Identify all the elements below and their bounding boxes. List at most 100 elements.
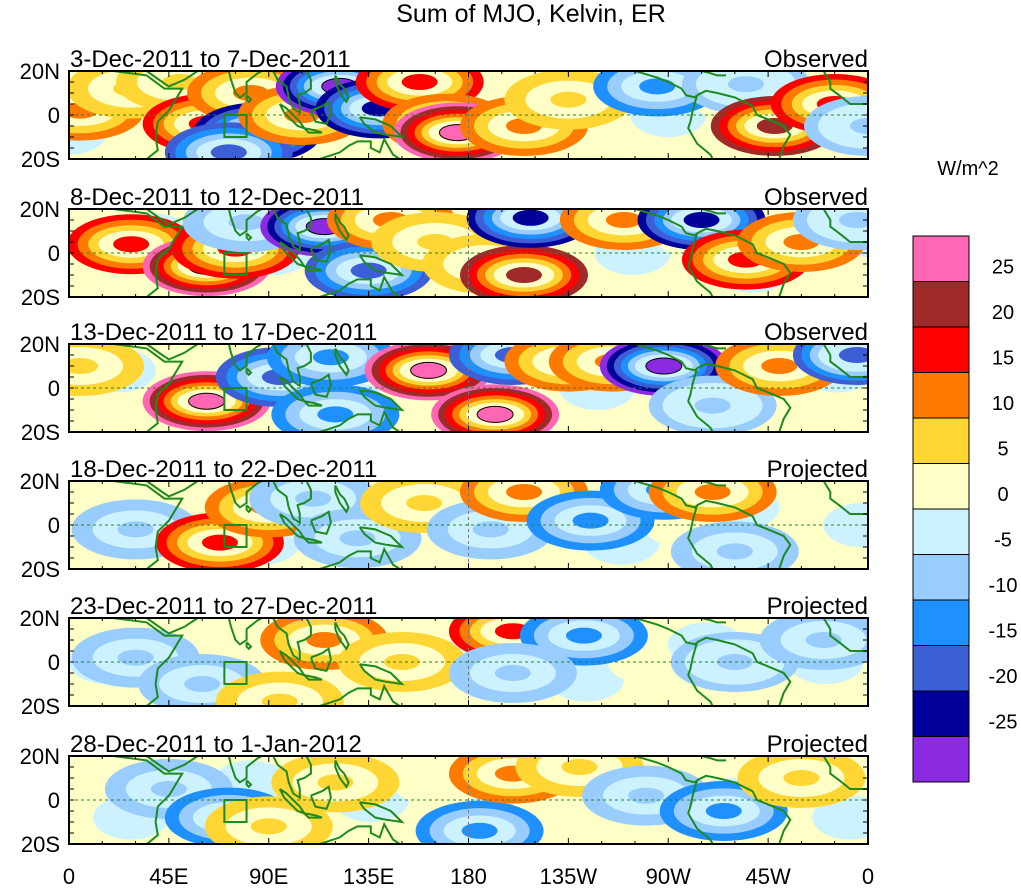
coastline: [701, 481, 726, 487]
lon-label: 0: [63, 864, 75, 889]
anomaly-core: [512, 209, 549, 226]
lat-label: 20N: [20, 606, 60, 631]
anomaly-core: [727, 76, 764, 93]
coastline: [245, 504, 253, 514]
colorbar-swatch: [912, 281, 970, 328]
colorbar-swatch: [912, 690, 970, 737]
coastline: [701, 756, 726, 762]
coastline: [309, 647, 332, 672]
anomaly-core: [505, 484, 542, 500]
coastline: [358, 526, 405, 549]
coastline: [358, 254, 405, 277]
anomaly-core: [406, 495, 443, 511]
coastline: [319, 136, 401, 159]
coastline: [696, 89, 792, 159]
coastline: [634, 618, 698, 646]
anomaly-core: [184, 676, 221, 692]
lat-label: 20N: [20, 332, 60, 357]
anomaly-core: [476, 405, 514, 423]
lat-label: 20N: [20, 469, 60, 494]
coastline: [146, 344, 199, 361]
colorbar-swatch: [912, 372, 970, 419]
colorbar-swatch: [912, 463, 970, 510]
colorbar-tick-label: -20: [989, 666, 1018, 688]
coastline: [822, 618, 868, 652]
anomaly-core: [117, 521, 154, 538]
anomaly-core: [705, 803, 742, 819]
anomaly-core: [317, 406, 354, 423]
anomaly-core: [716, 654, 753, 670]
coastline: [634, 71, 698, 99]
anomaly-core: [805, 632, 842, 648]
lat-label: 20N: [20, 197, 60, 222]
lat-label: 20S: [21, 557, 60, 582]
coastline: [303, 812, 323, 819]
colorbar-tick-label: 5: [997, 439, 1008, 461]
coastline: [146, 209, 199, 226]
region-box: [223, 799, 248, 823]
colorbar-tick-label: 25: [992, 257, 1014, 279]
coastline: [309, 510, 332, 535]
coastline: [334, 74, 350, 104]
anomaly-core: [838, 212, 868, 228]
colorbar: W/m^2 25 20 15 10 5 0 -5 -10 -15 -20 -25: [912, 158, 1018, 783]
panel-1: 20N 0 20S 3-Dec-2011 to 7-Dec-2011 Observed: [20, 46, 869, 172]
anomaly-core: [628, 787, 665, 804]
colorbar-tick-label: 10: [992, 393, 1014, 415]
colorbar-swatch: [912, 508, 970, 555]
colorbar-tick-label: -15: [989, 621, 1018, 643]
anomaly-core: [645, 357, 683, 375]
anomaly-core: [306, 632, 343, 648]
coastline: [822, 344, 868, 378]
coastline: [334, 212, 350, 242]
lat-label: 0: [48, 650, 60, 675]
coastline: [272, 71, 312, 115]
colorbar-tick-label: -25: [989, 712, 1018, 734]
colorbar-tick-label: 0: [997, 484, 1008, 506]
coastline: [245, 367, 253, 377]
lon-label: 45E: [149, 864, 188, 889]
anomaly-core: [850, 118, 868, 134]
coastline: [146, 71, 199, 88]
panel-status-label: Observed: [764, 46, 868, 73]
x-axis: 0 45E 90E 135E 180 135W 90W 45W 0: [63, 864, 874, 889]
background-blob: [858, 391, 868, 420]
coastline: [69, 618, 184, 706]
coastline: [696, 774, 792, 844]
coastline: [358, 801, 405, 824]
coastline: [358, 389, 405, 412]
coastline: [687, 232, 714, 297]
coastline: [245, 232, 253, 242]
anomaly-core: [69, 358, 99, 374]
coastline: [309, 785, 332, 810]
lat-label: 20N: [20, 744, 60, 769]
coastline: [334, 759, 350, 789]
panel-3: 20N 0 20S 13-Dec-2011 to 17-Dec-2011 Observe…: [20, 319, 869, 445]
coastline: [822, 756, 868, 790]
anomaly-core: [694, 484, 731, 500]
coastline: [219, 344, 263, 372]
coastline: [309, 373, 332, 398]
coastline: [696, 636, 792, 706]
coastline: [358, 663, 405, 686]
colorbar-unit-label: W/m^2: [937, 158, 999, 180]
anomaly-core: [461, 822, 498, 839]
panel-period-label: 23-Dec-2011 to 27-Dec-2011: [70, 593, 377, 620]
coastline: [634, 756, 698, 784]
coastline: [69, 344, 184, 432]
coastline: [272, 209, 312, 253]
coastline: [822, 481, 868, 515]
anomaly-core: [761, 358, 798, 374]
region-box: [223, 252, 248, 276]
anomaly-core: [410, 361, 448, 379]
coastline: [358, 116, 405, 139]
coastline: [272, 756, 312, 800]
lat-label: 0: [48, 376, 60, 401]
coastline: [687, 504, 714, 569]
coastline: [334, 347, 350, 377]
coastline: [245, 641, 253, 651]
coastline: [822, 71, 868, 105]
region-box: [223, 114, 248, 138]
coastline: [319, 821, 401, 844]
